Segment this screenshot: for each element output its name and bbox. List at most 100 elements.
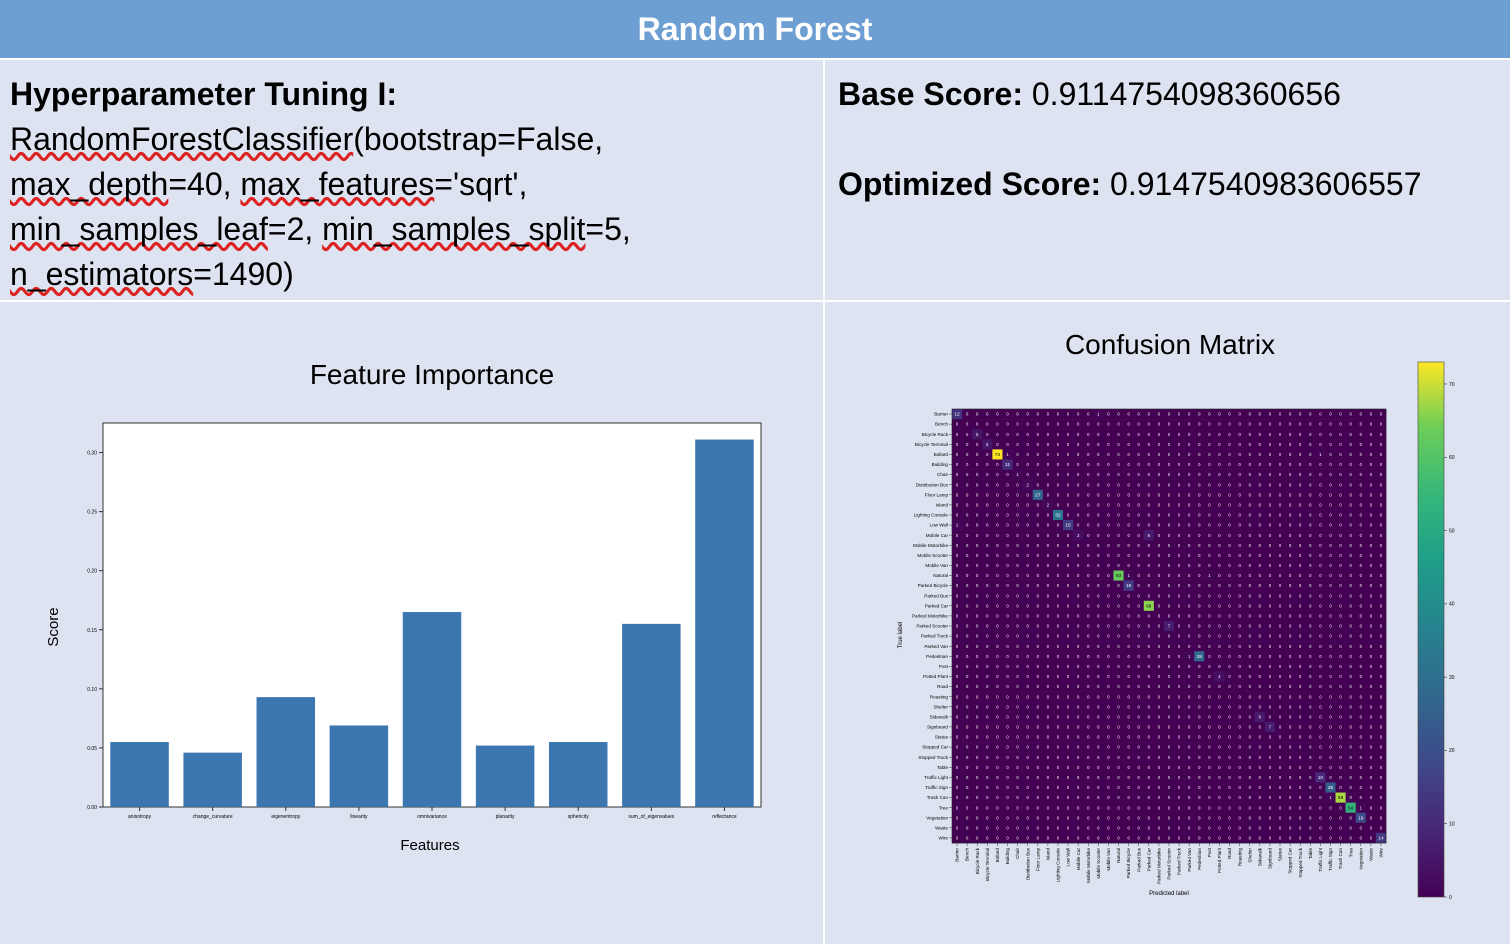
matrix-value: 0	[956, 492, 959, 497]
matrix-value: 0	[1148, 472, 1151, 477]
matrix-cell	[982, 429, 993, 440]
matrix-cell	[1174, 419, 1185, 430]
matrix-value: 0	[956, 563, 959, 568]
matrix-value: 0	[1208, 634, 1211, 639]
matrix-cell	[1254, 711, 1266, 723]
matrix-value: 0	[1016, 533, 1019, 538]
matrix-cell	[1113, 782, 1124, 793]
matrix-value: 0	[1097, 593, 1100, 598]
matrix-cell	[1123, 550, 1134, 561]
matrix-cell	[1163, 701, 1175, 713]
matrix-cell	[982, 691, 993, 702]
matrix-cell	[1325, 641, 1336, 652]
matrix-value: 0	[1218, 765, 1221, 770]
matrix-value: 0	[1148, 624, 1151, 629]
matrix-value: 0	[1097, 583, 1100, 588]
column-label: Shelter	[1247, 848, 1252, 863]
matrix-value: 54	[1348, 805, 1354, 811]
matrix-value: 0	[1077, 765, 1080, 770]
matrix-cell	[1042, 610, 1054, 622]
matrix-cell	[972, 409, 983, 420]
matrix-value: 0	[996, 654, 999, 659]
matrix-value: 0	[1208, 644, 1211, 649]
matrix-cell	[1184, 651, 1195, 662]
matrix-value: 0	[1309, 412, 1312, 417]
matrix-cell	[1123, 419, 1134, 430]
matrix-cell	[1153, 762, 1165, 773]
matrix-value: 0	[986, 664, 989, 669]
matrix-cell	[992, 409, 1003, 420]
matrix-cell	[972, 661, 983, 672]
matrix-value: 0	[1269, 765, 1272, 770]
matrix-cell	[1174, 469, 1185, 480]
matrix-cell	[1254, 651, 1266, 662]
matrix-cell	[1264, 409, 1276, 420]
matrix-value: 0	[1127, 795, 1130, 800]
matrix-value: 0	[1370, 634, 1373, 639]
matrix-value: 0	[1117, 563, 1120, 568]
matrix-value: 0	[1208, 452, 1211, 457]
matrix-value: 0	[1148, 664, 1151, 669]
matrix-value: 0	[1208, 553, 1211, 558]
matrix-value: 0	[1138, 614, 1141, 619]
matrix-value: 0	[1097, 694, 1100, 699]
matrix-cell	[1234, 822, 1245, 834]
matrix-cell	[1274, 429, 1286, 440]
matrix-cell	[1052, 711, 1064, 723]
matrix-value: 0	[1148, 634, 1151, 639]
matrix-value: 0	[1259, 573, 1262, 578]
matrix-value: 0	[1158, 432, 1161, 437]
matrix-value: 0	[1289, 502, 1292, 507]
matrix-value: 0	[1198, 412, 1201, 417]
matrix-cell	[1022, 419, 1034, 430]
matrix-value: 0	[1269, 624, 1272, 629]
matrix-cell	[1032, 520, 1044, 531]
matrix-cell	[1335, 499, 1346, 511]
matrix-value: 0	[1380, 422, 1383, 427]
matrix-value: 0	[1360, 704, 1363, 709]
matrix-cell	[1032, 560, 1044, 571]
matrix-value: 0	[976, 563, 979, 568]
matrix-value: 0	[1289, 462, 1292, 467]
matrix-value: 0	[1238, 755, 1241, 760]
matrix-cell	[1355, 509, 1367, 521]
matrix-value: 0	[1309, 664, 1312, 669]
matrix-value: 0	[1188, 664, 1191, 669]
matrix-value: 0	[986, 745, 989, 750]
matrix-value: 0	[1138, 553, 1141, 558]
matrix-cell	[1083, 610, 1094, 622]
matrix-value: 0	[1289, 654, 1292, 659]
matrix-cell	[1214, 641, 1225, 652]
matrix-value: 0	[1360, 462, 1363, 467]
matrix-cell	[962, 731, 973, 743]
matrix-cell	[1103, 681, 1114, 692]
matrix-cell	[1204, 600, 1215, 612]
matrix-value: 0	[1370, 684, 1373, 689]
matrix-cell	[1123, 651, 1134, 662]
matrix-cell	[1063, 409, 1074, 420]
matrix-cell	[1224, 610, 1235, 622]
matrix-cell	[1305, 540, 1316, 551]
matrix-value: 0	[1006, 603, 1009, 608]
matrix-value: 0	[1279, 735, 1282, 740]
matrix-value: 0	[1117, 593, 1120, 598]
matrix-value: 0	[1319, 654, 1322, 659]
matrix-value: 0	[1299, 553, 1302, 558]
matrix-cell	[1214, 530, 1225, 541]
matrix-value: 0	[986, 513, 989, 518]
matrix-cell	[1214, 429, 1225, 440]
matrix-cell	[1032, 620, 1044, 632]
matrix-cell	[1073, 762, 1084, 773]
matrix-cell	[982, 459, 993, 470]
column-label: Distribution Box	[1025, 847, 1030, 880]
matrix-cell	[1093, 429, 1104, 440]
colorbar-tick-label: 40	[1449, 602, 1455, 608]
matrix-value: 0	[1127, 694, 1130, 699]
matrix-cell	[1083, 419, 1094, 430]
matrix-value: 0	[1127, 624, 1130, 629]
matrix-value: 0	[1107, 583, 1110, 588]
matrix-value: 0	[1319, 765, 1322, 770]
matrix-cell	[1274, 772, 1286, 783]
matrix-cell	[962, 449, 973, 460]
matrix-cell	[1002, 570, 1013, 581]
